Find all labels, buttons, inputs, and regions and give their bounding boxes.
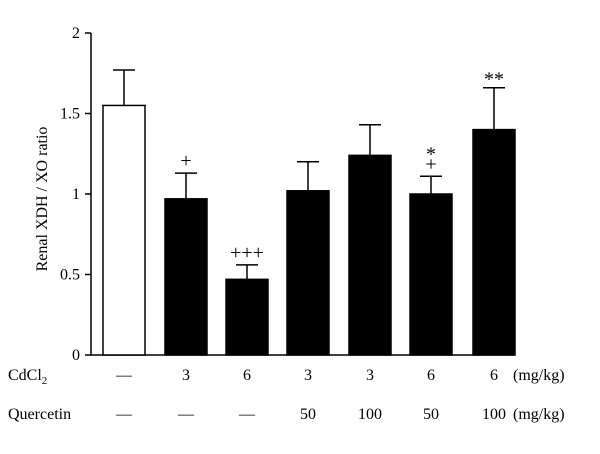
labels: +++++***CdCl2—3 6 3 3 6 6 (mg/kg)Quercetin — — —5… bbox=[8, 69, 565, 423]
treatment-unit: (mg/kg) bbox=[513, 367, 565, 384]
y-tick-label: 2 bbox=[72, 25, 80, 42]
treatment-value: 6 bbox=[490, 367, 498, 384]
treatment-value: 100 bbox=[482, 406, 506, 423]
significance-mark: ** bbox=[484, 69, 504, 91]
bars bbox=[102, 69, 516, 356]
significance-mark: + bbox=[425, 153, 436, 175]
bar bbox=[472, 128, 516, 356]
bar bbox=[348, 154, 392, 356]
bar bbox=[102, 104, 146, 356]
treatment-value: — bbox=[115, 406, 133, 423]
bar bbox=[286, 190, 330, 356]
y-tick-label: 0.5 bbox=[60, 267, 80, 284]
treatment-value: 3 bbox=[366, 367, 374, 384]
y-tick-label: 0 bbox=[72, 347, 80, 364]
significance-mark: +++ bbox=[230, 242, 264, 264]
treatment-value: — bbox=[238, 406, 256, 423]
treatment-value: — bbox=[177, 406, 195, 423]
treatment-value: 3 bbox=[182, 367, 190, 384]
significance-mark: + bbox=[180, 150, 191, 172]
bar bbox=[225, 278, 269, 356]
treatment-unit: (mg/kg) bbox=[513, 406, 565, 423]
y-axis-label: Renal XDH / XO ratio bbox=[34, 127, 51, 272]
treatment-value: 50 bbox=[300, 406, 316, 423]
treatment-value: 100 bbox=[358, 406, 382, 423]
treatment-value: — bbox=[115, 367, 133, 384]
treatment-row-label: CdCl2 bbox=[8, 367, 47, 387]
bar bbox=[164, 198, 208, 356]
treatment-value: 50 bbox=[423, 406, 439, 423]
treatment-value: 3 bbox=[304, 367, 312, 384]
y-tick-label: 1.5 bbox=[60, 106, 80, 123]
bar bbox=[409, 193, 453, 356]
treatment-row-label: Quercetin bbox=[8, 406, 71, 423]
treatment-value: 6 bbox=[427, 367, 435, 384]
axes: 0 0.5 1 1.5 2 Renal XDH / XO ratio bbox=[34, 25, 514, 364]
y-tick-label: 1 bbox=[72, 186, 80, 203]
treatment-value: 6 bbox=[243, 367, 251, 384]
significance-mark: * bbox=[426, 143, 436, 165]
